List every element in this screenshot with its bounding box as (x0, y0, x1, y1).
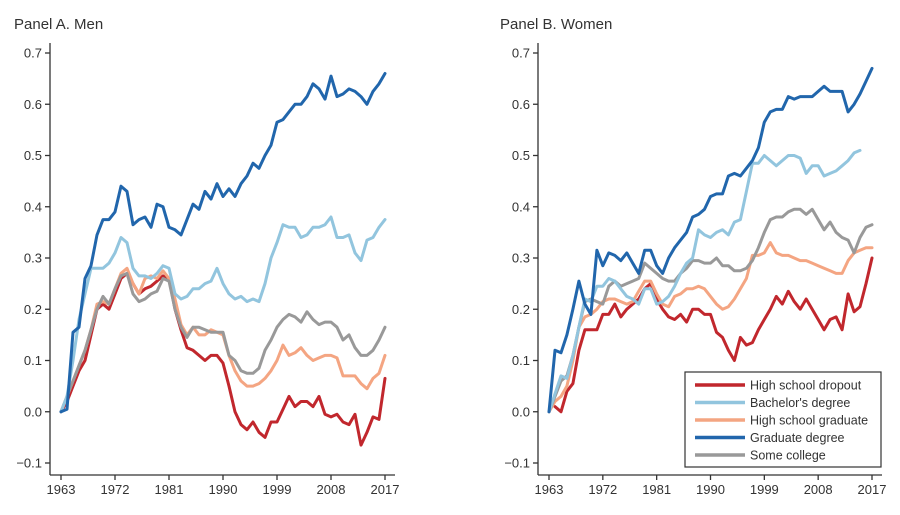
series-line-some-college (547, 207, 874, 414)
x-tick-label: 2008 (804, 482, 833, 497)
y-tick-label: 0.5 (24, 148, 42, 163)
y-tick-label: 0.2 (512, 302, 530, 317)
y-tick-label: 0.0 (24, 404, 42, 419)
legend-label: High school graduate (750, 414, 868, 428)
y-tick-label: 0.5 (512, 148, 530, 163)
y-tick-label: 0.2 (24, 302, 42, 317)
series-line-some-college (59, 271, 387, 414)
x-tick-label: 2017 (858, 482, 887, 497)
x-tick-label: 2017 (371, 482, 400, 497)
x-tick-label: 1999 (750, 482, 779, 497)
y-tick-label: 0.1 (512, 353, 530, 368)
series-line-high-school-dropout (59, 271, 387, 447)
y-tick-label: 0.7 (512, 46, 530, 61)
x-tick-label: 1990 (209, 482, 238, 497)
x-tick-label: 1963 (47, 482, 76, 497)
x-tick-label: 1981 (642, 482, 671, 497)
x-tick-label: 1981 (155, 482, 184, 497)
legend: High school dropout Bachelor's degree High… (684, 371, 882, 468)
x-tick-label: 1972 (101, 482, 130, 497)
y-tick-label: 0.4 (512, 199, 530, 214)
series-line-bachelor-s-degree (59, 215, 387, 414)
legend-label: Graduate degree (750, 431, 845, 445)
y-tick-label: −0.1 (504, 456, 530, 471)
y-tick-label: 0.4 (24, 199, 42, 214)
x-tick-label: 1972 (588, 482, 617, 497)
series-line-graduate-degree (59, 72, 387, 414)
legend-label: Bachelor's degree (750, 396, 850, 410)
panel-title-men: Panel A. Men (14, 16, 103, 33)
panel-women: Panel B. Women −0.1 0.0 0.1 0.2 0.3 0.4 0.5 0.6… (500, 16, 886, 497)
panel-men: Panel A. Men −0.1 0.0 0.1 0.2 0.3 0.4 0.5 0.6 0.… (14, 16, 399, 497)
panel-title-women: Panel B. Women (500, 16, 612, 33)
x-tick-label: 1990 (696, 482, 725, 497)
x-tick-label: 1963 (535, 482, 564, 497)
series-line-high-school-graduate (59, 266, 387, 414)
y-tick-label: −0.1 (16, 456, 42, 471)
y-tick-label: 0.1 (24, 353, 42, 368)
series-line-bachelor-s-degree (547, 148, 862, 414)
legend-label: High school dropout (750, 379, 862, 393)
series-line-high-school-dropout (553, 256, 874, 414)
y-tick-label: 0.0 (512, 404, 530, 419)
series-line-graduate-degree (547, 66, 874, 414)
x-tick-label: 2008 (317, 482, 346, 497)
y-tick-label: 0.6 (24, 97, 42, 112)
y-tick-label: 0.3 (512, 251, 530, 266)
y-tick-label: 0.6 (512, 97, 530, 112)
y-tick-label: 0.3 (24, 251, 42, 266)
legend-label: Some college (750, 449, 826, 463)
x-tick-label: 1999 (263, 482, 292, 497)
y-tick-label: 0.7 (24, 46, 42, 61)
